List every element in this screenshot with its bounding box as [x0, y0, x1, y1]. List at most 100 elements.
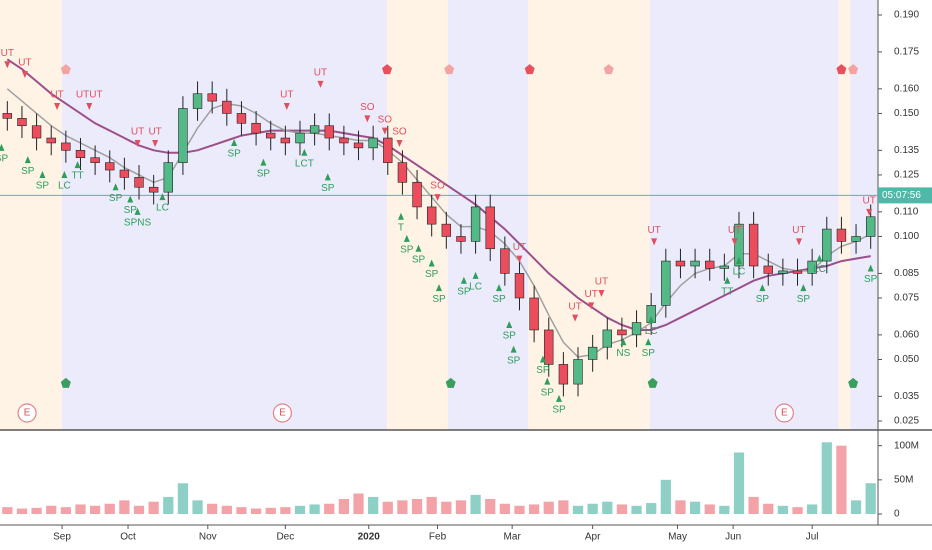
volume-bar [89, 505, 101, 514]
candle-body [178, 108, 188, 163]
buy-signal [460, 276, 467, 284]
sell-signal [283, 103, 290, 111]
volume-bar [807, 504, 818, 514]
buy-signal [816, 254, 823, 262]
sell-signal-label: SO [378, 114, 393, 125]
candle-body [31, 125, 42, 139]
volume-bar [777, 505, 789, 514]
candle-body [500, 248, 510, 274]
y-tick-label: 0.110 [894, 206, 919, 217]
event-marker [17, 403, 37, 423]
volume-bar [324, 503, 335, 514]
buy-signal [415, 244, 422, 252]
y-tick-label: 0.025 [894, 416, 919, 427]
volume-bar [119, 500, 130, 514]
volume-bar [75, 504, 86, 514]
x-tick-label: Feb [429, 532, 447, 543]
candle-body [397, 162, 408, 183]
candle-body [163, 162, 173, 193]
volume-bar [558, 500, 569, 514]
buy-signal [24, 156, 31, 164]
buy-signal [867, 264, 874, 272]
candle-body [46, 137, 56, 144]
candle-body [207, 93, 217, 102]
volume-bar [338, 498, 350, 514]
y-tick-label: 0.085 [894, 268, 919, 279]
volume-bar [16, 508, 28, 514]
candle-body [266, 132, 276, 139]
buy-signal-label: SP [21, 166, 35, 177]
volume-bar [397, 500, 408, 514]
buy-signal-label: SP [642, 348, 656, 359]
volume-bar [250, 508, 262, 514]
candle-body [851, 236, 861, 242]
buy-signal [403, 234, 410, 242]
buy-signal-label: LC [645, 326, 658, 337]
buy-signal [472, 271, 479, 279]
buy-signal-label: SP [864, 274, 878, 285]
candle-body [836, 228, 847, 242]
volume-bar [382, 501, 393, 514]
flag-marker [647, 377, 658, 388]
candle-body [807, 260, 817, 274]
buy-signal [436, 284, 442, 292]
volume-bar [748, 496, 759, 514]
sell-signal-label: UT [18, 58, 31, 69]
candle-body [105, 162, 115, 171]
candle-body [617, 329, 627, 336]
session-band [649, 0, 839, 430]
buy-signal-label: SP [109, 193, 123, 204]
sell-signal-label: UT [1, 48, 14, 59]
x-tick-label: May [668, 532, 687, 543]
buy-signal [260, 158, 267, 166]
candle-body [441, 223, 452, 237]
sell-signal [795, 238, 802, 246]
buy-signal [759, 284, 766, 292]
volume-bar [46, 505, 57, 514]
sell-signal [572, 314, 579, 322]
event-marker [774, 403, 794, 423]
volume-bar [309, 504, 320, 514]
candle-body [661, 260, 671, 306]
candle-body [353, 142, 364, 149]
y-tick-label: 0.135 [894, 145, 919, 156]
sell-signal-label: UT [314, 68, 327, 79]
buy-signal-label: SP [227, 149, 241, 160]
y-tick-label: 0.060 [894, 330, 919, 341]
candle-body [602, 329, 612, 348]
candle-body [383, 137, 393, 163]
candle-body [309, 125, 320, 134]
buy-signal-label: TT [721, 286, 733, 297]
buy-signal [134, 207, 141, 215]
buy-signal-label: SP [124, 205, 138, 216]
buy-signal-label: LC [813, 264, 826, 275]
buy-signal-label: SP [36, 181, 50, 192]
x-tick-label: Mar [504, 532, 522, 543]
volume-bar [821, 442, 832, 514]
volume-bar [294, 505, 306, 514]
session-band [850, 0, 878, 430]
volume-bar [31, 507, 42, 514]
volume-bar [133, 505, 145, 514]
price-label: 05:07:56 [882, 190, 921, 201]
buy-signal [61, 170, 68, 178]
buy-signal-label: SP [503, 331, 517, 342]
buy-signal-label: SP [412, 254, 426, 265]
volume-bar [675, 500, 686, 514]
sell-signal-label: SO [360, 102, 375, 113]
candle-body [544, 329, 554, 365]
y-tick-label: 0.190 [894, 10, 919, 21]
volume-bar [631, 505, 642, 514]
buy-signal [112, 183, 119, 191]
volume-tick-label: 50M [894, 474, 913, 485]
volume-bar [850, 500, 862, 514]
candle-body [295, 132, 305, 144]
volume-bar [163, 496, 174, 514]
buy-signal [800, 284, 807, 292]
sell-signal [434, 194, 441, 202]
volume-bar [470, 494, 481, 514]
sell-signal-label: UT [863, 195, 876, 206]
y-tick-label: 0.035 [894, 391, 919, 402]
moving-average [6, 88, 872, 358]
flag-marker [603, 64, 614, 75]
